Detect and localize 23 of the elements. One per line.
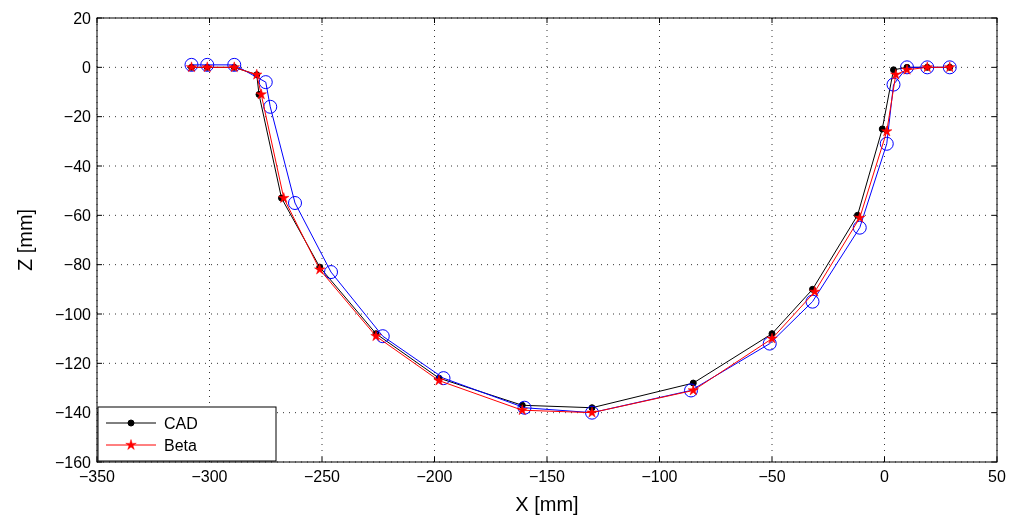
y-tick-label: −60 — [63, 206, 92, 224]
y-tick-label: −140 — [54, 404, 92, 422]
y-tick-label: −100 — [54, 305, 92, 323]
y-axis-title: Z [mm] — [14, 208, 36, 272]
y-tick-label: −40 — [63, 157, 92, 175]
y-tick-label: 0 — [82, 58, 92, 76]
y-tick-label: 20 — [73, 9, 92, 27]
y-tick-label: −80 — [63, 256, 92, 274]
x-tick-label: −200 — [416, 468, 453, 485]
y-tick-label: −20 — [63, 108, 92, 126]
x-tick-label: −300 — [191, 468, 228, 485]
y-tick-label: −120 — [54, 354, 92, 372]
x-tick-label: −350 — [78, 468, 116, 485]
x-tick-label: 50 — [988, 468, 1006, 485]
x-axis-title: X [mm] — [515, 493, 579, 515]
legend-label: CAD — [164, 414, 198, 432]
y-tick-label: −160 — [54, 453, 92, 471]
x-tick-label: −100 — [641, 468, 678, 485]
x-tick-label: −150 — [528, 468, 566, 485]
x-tick-label: −250 — [303, 468, 341, 485]
x-tick-label: 0 — [880, 468, 890, 485]
x-tick-label: −50 — [758, 468, 786, 485]
legend-label: Beta — [164, 436, 198, 454]
